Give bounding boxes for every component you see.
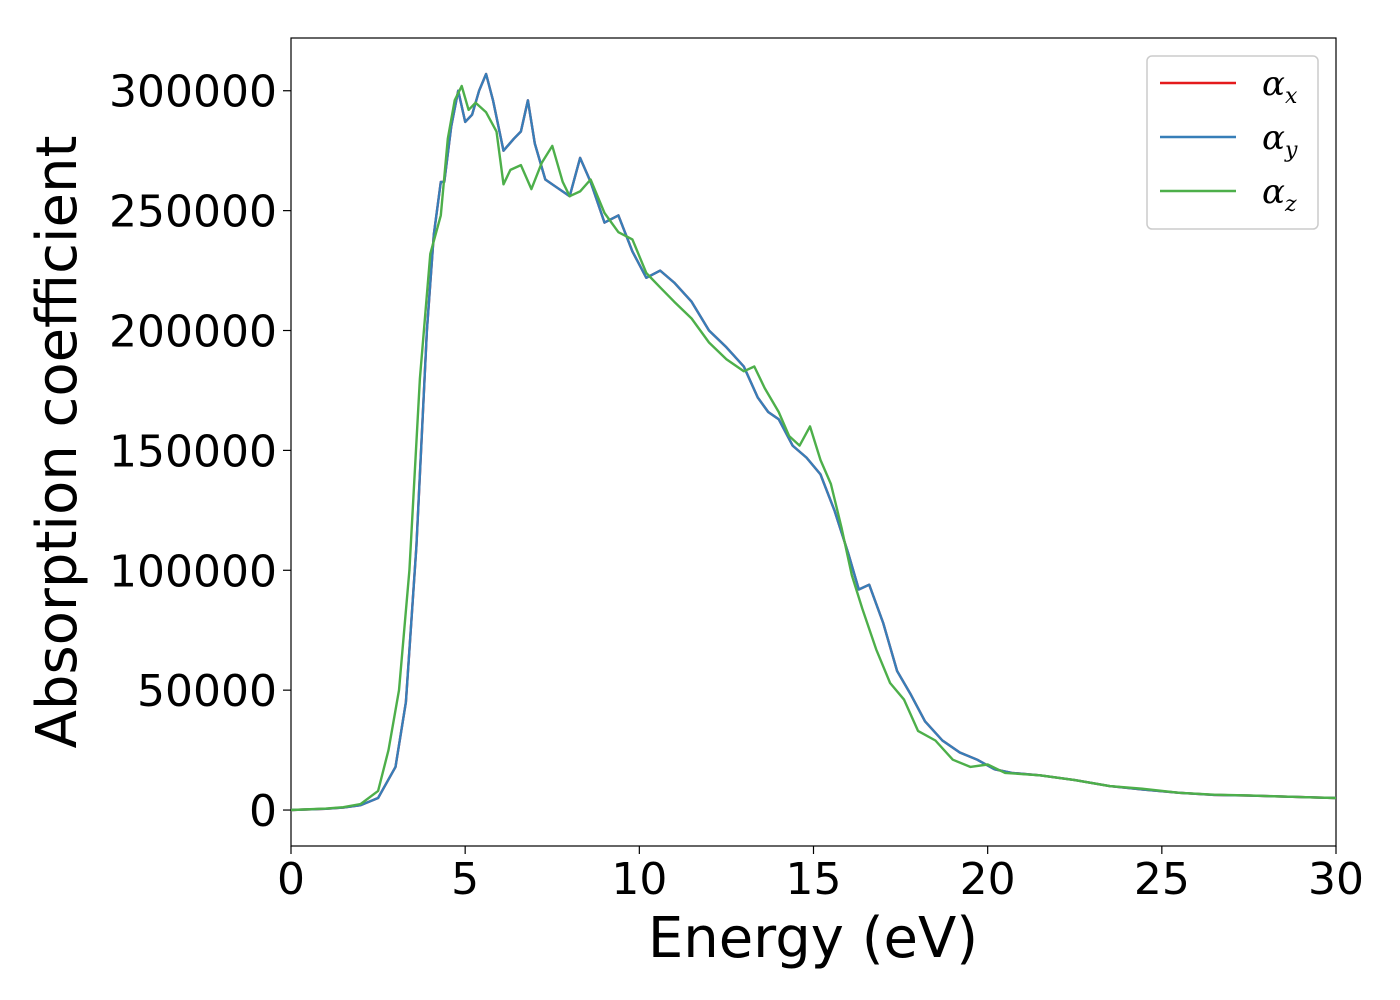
x-tick-label: 30 — [1308, 854, 1364, 905]
legend-label-alpha-z: αz — [1262, 172, 1297, 217]
x-axis-title: Energy (eV) — [648, 906, 978, 971]
legend-label-alpha-y: αy — [1262, 118, 1298, 163]
x-tick-label: 25 — [1134, 854, 1190, 905]
x-tick-label: 15 — [786, 854, 842, 905]
y-tick-label: 150000 — [109, 426, 277, 477]
x-axis-ticks: 0 5 10 15 20 25 30 — [277, 846, 1364, 905]
y-tick-label: 100000 — [109, 546, 277, 597]
series-layer — [290, 72, 1337, 812]
y-tick-label: 300000 — [109, 67, 277, 118]
x-tick-label: 20 — [960, 854, 1016, 905]
y-tick-label: 50000 — [137, 666, 277, 717]
series-line-alpha-z — [290, 84, 1337, 812]
y-tick-label: 0 — [249, 786, 277, 837]
legend-frame — [1146, 55, 1319, 230]
legend-label-alpha-x: αx — [1262, 64, 1298, 109]
x-tick-label: 10 — [611, 854, 667, 905]
legend: αx αy αz — [1146, 55, 1319, 230]
y-axis-ticks: 0 50000 100000 150000 200000 250000 300000 — [109, 67, 291, 837]
y-tick-label: 250000 — [109, 187, 277, 238]
x-tick-label: 0 — [277, 854, 305, 905]
y-axis-title: Absorption coefficient — [25, 136, 90, 749]
x-tick-label: 5 — [451, 854, 479, 905]
y-tick-label: 200000 — [109, 307, 277, 358]
legend-entries: αx αy αz — [1160, 64, 1298, 217]
